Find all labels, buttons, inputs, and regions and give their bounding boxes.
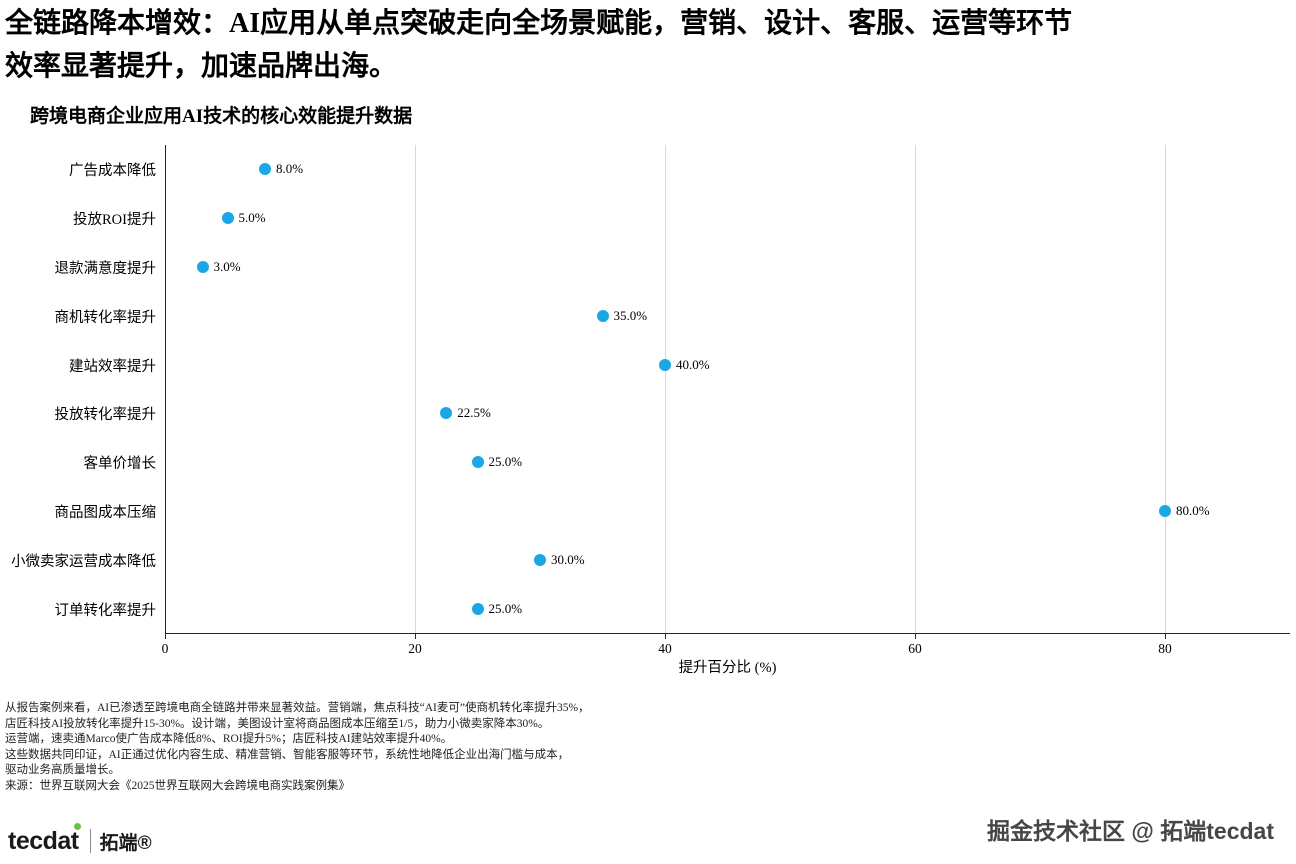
y-axis-label: 商机转化率提升 <box>54 309 157 326</box>
x-axis-tick <box>915 634 916 639</box>
x-axis-tick <box>665 634 666 639</box>
x-tick-label: 60 <box>908 641 922 656</box>
x-axis-label: 提升百分比 (%) <box>678 660 777 676</box>
y-axis-label: 订单转化率提升 <box>54 602 157 619</box>
x-tick-label: 40 <box>658 641 672 656</box>
data-point <box>659 358 671 371</box>
value-label: 25.0% <box>488 600 523 616</box>
gridline <box>665 145 666 633</box>
x-axis-line <box>165 633 1290 634</box>
x-axis-tick <box>1165 634 1166 639</box>
logo-text-en: tecdat <box>8 822 81 856</box>
analysis-notes: 从报告案例来看，AI已渗透至跨境电商全链路并带来显著效益。营销端，焦点科技“AI… <box>5 701 590 795</box>
note-line: 驱动业务高质量增长。 <box>5 764 120 777</box>
value-label: 35.0% <box>613 307 648 323</box>
x-tick-label: 20 <box>408 641 422 656</box>
x-axis-tick <box>415 634 416 639</box>
data-point <box>221 212 234 225</box>
y-axis-label: 小微卖家运营成本降低 <box>11 553 156 570</box>
note-line: 这些数据共同印证，AI正通过优化内容生成、精准营销、智能客服等环节，系统性地降低… <box>5 748 570 761</box>
value-label: 25.0% <box>488 454 523 470</box>
y-axis-label: 投放转化率提升 <box>54 407 157 424</box>
gridline <box>915 145 916 633</box>
value-label: 40.0% <box>676 356 710 372</box>
data-point <box>596 309 609 322</box>
y-axis-label: 投放ROI提升 <box>73 212 156 229</box>
y-axis-label: 退款满意度提升 <box>54 261 157 277</box>
value-label: 3.0% <box>213 259 241 274</box>
watermark: 掘金技术社区 @ 拓端tecdat <box>987 818 1274 844</box>
y-axis-label: 建站效率提升 <box>69 358 156 375</box>
tecdat-logo: tecdat 拓端® <box>8 822 152 858</box>
note-line: 运营端，速卖通Marco使广告成本降低8%、ROI提升5%；店匠科技AI建站效率… <box>5 733 453 746</box>
data-point <box>471 456 484 469</box>
x-axis-tick <box>165 634 166 639</box>
page-title-line1: 全链路降本增效：AI应用从单点突破走向全场景赋能，营销、设计、客服、运营等环节 <box>5 8 1073 39</box>
y-axis-label: 广告成本降低 <box>69 163 156 180</box>
note-line: 从报告案例来看，AI已渗透至跨境电商全链路并带来显著效益。营销端，焦点科技“AI… <box>5 702 590 714</box>
value-label: 22.5% <box>457 405 491 421</box>
y-axis-label: 商品图成本压缩 <box>54 505 157 521</box>
logo-green-dot-icon <box>73 822 81 830</box>
data-point <box>196 261 209 273</box>
chart-title: 跨境电商企业应用AI技术的核心效能提升数据 <box>30 106 413 127</box>
note-line: 店匠科技AI投放转化率提升15-30%。设计端，美图设计室将商品图成本压缩至1/… <box>5 717 550 730</box>
data-point <box>534 553 546 566</box>
page-title: 全链路降本增效：AI应用从单点突破走向全场景赋能，营销、设计、客服、运营等环节 … <box>5 2 1291 89</box>
value-label: 8.0% <box>276 161 304 177</box>
gridline <box>415 145 416 633</box>
x-tick-label: 80 <box>1158 641 1172 656</box>
value-label: 5.0% <box>238 210 266 226</box>
value-label: 80.0% <box>1176 503 1210 518</box>
logo-divider <box>89 829 91 853</box>
y-axis-line <box>165 145 166 633</box>
data-point <box>1159 505 1171 517</box>
gridline <box>1165 145 1166 633</box>
y-axis-label: 客单价增长 <box>83 456 157 473</box>
data-point <box>471 602 484 615</box>
x-tick-label: 0 <box>161 641 169 656</box>
data-point <box>259 163 271 176</box>
data-point <box>440 407 453 420</box>
logo-text-cn: 拓端® <box>99 832 152 854</box>
source-line: 来源：世界互联网大会《2025世界互联网大会跨境电商实践案例集》 <box>5 779 350 792</box>
value-label: 30.0% <box>551 551 585 567</box>
page-title-line2: 效率显著提升，加速品牌出海。 <box>5 51 398 83</box>
